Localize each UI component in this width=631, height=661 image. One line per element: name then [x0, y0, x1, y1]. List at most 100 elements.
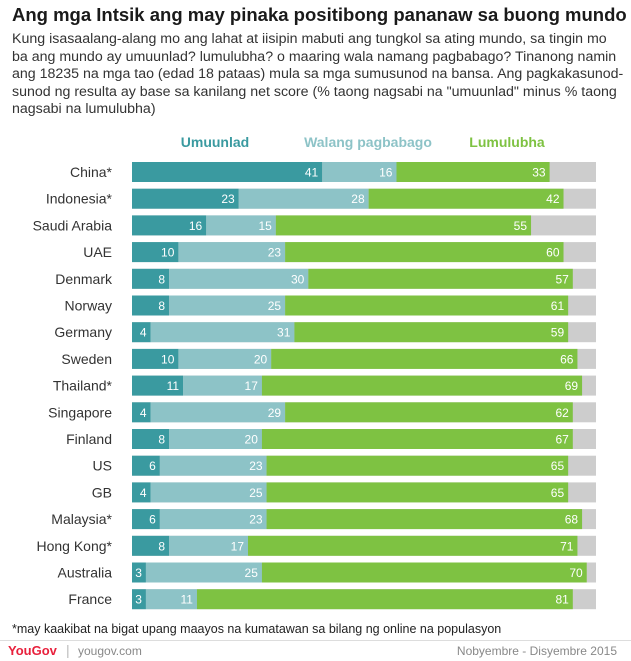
- bar-segment-same: [159, 455, 267, 476]
- bar-segment-worse: [266, 482, 569, 503]
- data-label: 16: [379, 166, 393, 180]
- bar-segment-improving: [132, 562, 146, 583]
- legend-worse: Lumulubha: [469, 134, 545, 150]
- data-label: 25: [245, 566, 259, 580]
- data-label: 8: [158, 272, 165, 286]
- bar-segment-same: [238, 188, 369, 209]
- data-label: 55: [514, 219, 528, 233]
- bar-segment-improving: [132, 375, 184, 396]
- data-label: 29: [268, 406, 282, 420]
- bar-segment-same: [145, 589, 197, 610]
- data-label: 66: [560, 352, 574, 366]
- bar-segment-same: [178, 348, 272, 369]
- data-label: 17: [245, 379, 259, 393]
- bar-segment-worse: [396, 162, 550, 182]
- data-label: 4: [140, 406, 147, 420]
- chart-title: Ang mga Intsik ang may pinaka positibong…: [12, 4, 627, 25]
- data-label: 23: [249, 459, 263, 473]
- data-label: 62: [555, 406, 569, 420]
- data-label: 28: [351, 192, 365, 206]
- data-label: 10: [161, 246, 175, 260]
- category-label: Thailand*: [53, 378, 113, 394]
- bar-segment-improving: [132, 402, 151, 423]
- category-label: Malaysia*: [51, 511, 112, 527]
- category-label: Denmark: [55, 271, 113, 287]
- bar-segment-same: [150, 322, 295, 343]
- data-label: 8: [158, 433, 165, 447]
- data-label: 25: [268, 299, 282, 313]
- bar-segment-same: [169, 268, 309, 289]
- bar-segment-same: [322, 162, 397, 182]
- site-link[interactable]: yougov.com: [78, 644, 142, 658]
- stacked-bar-chart: Umuunlad Walang pagbabago Lumulubha China* 4…: [33, 134, 596, 610]
- data-label: 4: [140, 326, 147, 340]
- bar-segment-worse: [196, 589, 573, 610]
- bar-segment-worse: [308, 268, 573, 289]
- bar-segment-improving: [132, 509, 160, 530]
- bar-segment-improving: [132, 268, 170, 289]
- data-label: 23: [249, 513, 263, 527]
- footer-separator: |: [66, 642, 70, 658]
- bar-segment-worse: [285, 295, 569, 316]
- bar-segment-same: [206, 215, 276, 236]
- survey-date: Nobyembre - Disyembre 2015: [456, 644, 617, 658]
- data-label: 42: [546, 192, 560, 206]
- bar-segment-same: [178, 242, 286, 263]
- bar-segment-improving: [132, 348, 179, 369]
- footer-divider: [0, 640, 631, 641]
- data-label: 20: [245, 433, 259, 447]
- data-label: 59: [551, 326, 565, 340]
- data-label: 23: [268, 246, 282, 260]
- bar-segment-improving: [132, 429, 170, 449]
- bar-segment-improving: [132, 535, 170, 556]
- category-label: UAE: [83, 244, 112, 260]
- legend-same: Walang pagbabago: [304, 134, 432, 150]
- data-label: 4: [140, 486, 147, 500]
- data-label: 68: [565, 513, 579, 527]
- data-label: 81: [555, 593, 569, 607]
- data-label: 25: [249, 486, 263, 500]
- data-label: 65: [551, 486, 565, 500]
- bar-segment-same: [169, 535, 248, 556]
- bar-segment-same: [169, 429, 262, 449]
- bar-segment-improving: [132, 215, 207, 236]
- bar-segment-worse: [368, 188, 564, 209]
- category-label: Singapore: [48, 404, 112, 420]
- category-label: Saudi Arabia: [33, 217, 113, 233]
- chart-subtitle: Kung isasaalang-alang mo ang lahat at ii…: [12, 31, 624, 117]
- data-label: 11: [167, 379, 180, 393]
- bar-segment-worse: [266, 509, 583, 530]
- data-label: 3: [135, 593, 142, 607]
- data-label: 23: [221, 192, 235, 206]
- data-label: 33: [532, 166, 546, 180]
- bar-segment-improving: [132, 589, 146, 610]
- data-label: 60: [546, 246, 560, 260]
- data-label: 69: [565, 379, 579, 393]
- data-label: 16: [189, 219, 203, 233]
- data-label: 10: [161, 352, 175, 366]
- legend-improving: Umuunlad: [181, 134, 249, 150]
- data-label: 17: [231, 539, 245, 553]
- data-label: 6: [149, 513, 156, 527]
- category-label: US: [93, 458, 112, 474]
- bar-segment-worse: [261, 375, 583, 396]
- category-label: Hong Kong*: [36, 538, 112, 554]
- data-label: 70: [569, 566, 583, 580]
- bar-segment-improving: [132, 162, 323, 182]
- data-label: 8: [158, 299, 165, 313]
- footnote: *may kaakibat na bigat upang maayos na k…: [12, 622, 502, 636]
- bar-segment-same: [145, 562, 262, 583]
- data-label: 8: [158, 539, 165, 553]
- bar-segment-improving: [132, 455, 160, 476]
- bar-segment-worse: [261, 562, 587, 583]
- bar-segment-worse: [285, 242, 564, 263]
- data-label: 71: [560, 539, 574, 553]
- bar-segment-improving: [132, 242, 179, 263]
- bar-segment-improving: [132, 188, 239, 209]
- bar-segment-worse: [275, 215, 532, 236]
- bar-segment-same: [150, 402, 286, 423]
- data-label: 31: [277, 326, 291, 340]
- bar-segment-same: [183, 375, 262, 396]
- category-label: Australia: [58, 565, 113, 581]
- data-label: 15: [258, 219, 272, 233]
